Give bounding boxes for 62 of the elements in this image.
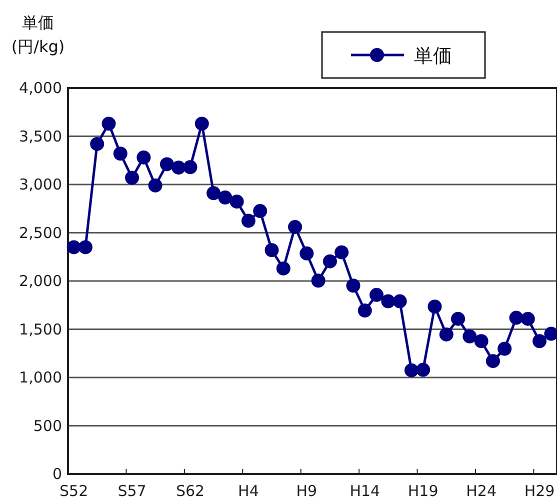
point [264, 243, 279, 258]
y-axis-title: 単価 (円/kg) [11, 13, 65, 56]
legend-label: 単価 [414, 45, 452, 67]
point [276, 261, 290, 276]
point [300, 246, 314, 260]
point [498, 342, 512, 356]
point [404, 363, 418, 378]
y-tick-label: 500 [33, 416, 62, 435]
y-tick-label: 0 [52, 465, 62, 483]
y-tick-label: 2,500 [19, 224, 62, 242]
y-tick-label: 1,500 [19, 320, 62, 338]
point [125, 170, 140, 185]
point [311, 274, 326, 288]
y-tick-label: 4,000 [19, 79, 62, 97]
point [113, 146, 128, 161]
point [241, 214, 256, 228]
point [230, 194, 244, 209]
x-tick-label: H24 [466, 482, 497, 500]
point [416, 362, 430, 377]
point [334, 245, 349, 260]
point [253, 204, 268, 218]
point [206, 186, 221, 200]
x-tick-label: S62 [176, 482, 205, 500]
point [451, 312, 466, 326]
point [90, 136, 104, 151]
point [160, 157, 174, 172]
point [544, 326, 557, 341]
y-tick-label: 3,500 [19, 127, 62, 146]
x-tick-label: H9 [296, 482, 318, 500]
x-tick-label: H19 [408, 482, 438, 500]
point [428, 300, 442, 314]
point [509, 310, 524, 325]
point [183, 160, 198, 174]
y-tick-label: 3,000 [19, 176, 62, 194]
point [381, 294, 396, 308]
x-tick-label: H29 [524, 482, 555, 500]
point [392, 294, 407, 308]
y-tick-label: 1,000 [19, 368, 62, 386]
point [148, 178, 162, 192]
point [66, 240, 81, 254]
point [370, 288, 384, 302]
point [78, 240, 92, 254]
point [194, 116, 209, 131]
point [322, 254, 337, 268]
point [358, 304, 372, 318]
y-tick-label: 2,000 [19, 272, 62, 290]
point [288, 220, 302, 234]
point [346, 278, 360, 293]
point [439, 327, 454, 342]
point [486, 354, 500, 368]
point [532, 334, 547, 348]
point [136, 150, 151, 164]
point [474, 334, 488, 348]
point [172, 160, 186, 175]
point [102, 116, 116, 131]
x-tick-label: S57 [118, 482, 146, 500]
x-tick-label: H14 [350, 482, 380, 500]
point [218, 190, 232, 205]
x-tick-label: S52 [60, 482, 88, 500]
point [462, 329, 477, 344]
point [520, 312, 535, 326]
x-tick-label: H4 [238, 482, 259, 500]
